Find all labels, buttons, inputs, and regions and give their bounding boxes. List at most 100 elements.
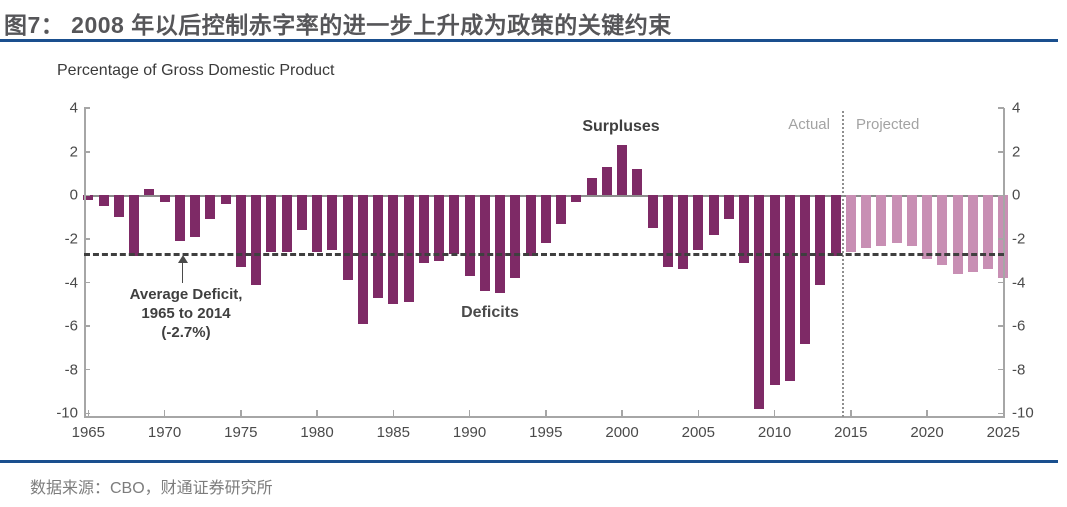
x-tick-mark xyxy=(697,410,700,417)
x-tick-mark xyxy=(773,410,776,417)
y-tick-label: 2 xyxy=(69,143,78,161)
bar-1999 xyxy=(601,167,612,196)
x-tick-label: 1995 xyxy=(529,424,563,441)
bar-1977 xyxy=(266,195,277,253)
source-note: 数据来源：CBO，财通证券研究所 xyxy=(30,480,273,497)
bar-1997 xyxy=(571,195,582,202)
bar-2019 xyxy=(906,195,917,246)
bar-1973 xyxy=(205,195,216,220)
bar-2016 xyxy=(861,195,872,248)
y-tick-mark xyxy=(998,194,1004,197)
x-tick-mark xyxy=(621,410,623,417)
bar-2004 xyxy=(678,195,689,270)
x-tick-label: 2010 xyxy=(757,424,792,441)
bar-2009 xyxy=(754,195,765,409)
bar-2021 xyxy=(937,195,948,266)
y-tick-mark xyxy=(84,107,90,109)
bar-1975 xyxy=(235,195,246,268)
footer-divider xyxy=(0,460,1058,463)
bar-1968 xyxy=(129,195,140,257)
annotation-arrow-line xyxy=(182,262,183,283)
x-tick-mark xyxy=(163,410,166,417)
surpluses-label: Surpluses xyxy=(582,118,660,135)
bar-1986 xyxy=(403,195,414,303)
x-tick-mark xyxy=(1002,410,1005,417)
x-tick-label: 1970 xyxy=(147,424,182,441)
bar-1993 xyxy=(510,195,521,279)
x-axis xyxy=(84,416,1005,418)
bar-1978 xyxy=(281,195,292,253)
actual-label: Actual xyxy=(788,116,830,133)
bar-1969 xyxy=(144,188,155,196)
y-axis-left xyxy=(84,108,86,417)
y-tick-mark xyxy=(84,368,90,371)
bar-1966 xyxy=(98,195,109,207)
y-tick-mark xyxy=(998,107,1004,109)
bar-1981 xyxy=(327,195,338,250)
y-tick-label: 0 xyxy=(69,186,78,204)
bar-2023 xyxy=(967,195,978,272)
bar-2015 xyxy=(845,195,856,253)
y-tick-label: 4 xyxy=(1012,99,1021,117)
bar-1991 xyxy=(479,195,490,292)
y-tick-label: -2 xyxy=(64,230,78,248)
bar-2012 xyxy=(800,195,811,344)
y-tick-mark xyxy=(84,151,90,153)
bar-1989 xyxy=(449,195,460,255)
bar-2005 xyxy=(693,195,704,250)
bar-1984 xyxy=(373,195,384,298)
y-tick-label: -8 xyxy=(64,361,78,379)
x-tick-mark xyxy=(850,410,852,417)
bar-1980 xyxy=(312,195,323,253)
bar-1972 xyxy=(190,195,201,237)
y-tick-mark xyxy=(998,281,1004,284)
x-tick-mark xyxy=(392,410,395,417)
bar-2018 xyxy=(891,195,902,244)
y-tick-mark xyxy=(84,194,90,197)
bar-1976 xyxy=(251,195,262,285)
bar-2014 xyxy=(830,195,841,257)
bar-1970 xyxy=(159,195,170,202)
x-tick-mark xyxy=(926,410,928,417)
y-tick-mark xyxy=(998,412,1004,415)
chart-subtitle: Percentage of Gross Domestic Product xyxy=(57,62,335,79)
bar-2001 xyxy=(632,169,643,196)
bar-2013 xyxy=(815,195,826,285)
y-tick-label: 2 xyxy=(1012,143,1021,161)
bar-1967 xyxy=(113,195,124,218)
y-tick-mark xyxy=(84,281,90,284)
x-tick-label: 1990 xyxy=(452,424,487,441)
x-tick-mark xyxy=(545,410,547,417)
bar-2017 xyxy=(876,195,887,246)
bar-1983 xyxy=(357,195,368,324)
bar-1974 xyxy=(220,195,231,205)
annotation-arrowhead-icon xyxy=(178,255,188,263)
y-tick-label: -6 xyxy=(64,317,78,335)
x-tick-label: 2015 xyxy=(834,424,868,441)
y-tick-mark xyxy=(998,151,1004,153)
bar-2008 xyxy=(739,195,750,263)
bar-1996 xyxy=(556,195,567,224)
x-tick-mark xyxy=(468,410,471,417)
x-tick-mark xyxy=(240,410,242,417)
y-tick-label: -6 xyxy=(1012,317,1026,335)
x-tick-mark xyxy=(87,410,90,417)
actual-projected-separator xyxy=(842,111,845,417)
bar-2011 xyxy=(784,195,795,381)
x-tick-label: 1975 xyxy=(224,424,258,441)
x-tick-label: 1965 xyxy=(71,424,105,441)
x-tick-label: 2025 xyxy=(986,424,1020,441)
y-tick-mark xyxy=(998,325,1004,327)
y-tick-label: -4 xyxy=(64,274,78,292)
bar-2003 xyxy=(662,195,673,268)
annotation-line-2: 1965 to 2014 xyxy=(141,305,231,322)
bar-1987 xyxy=(418,195,429,263)
bar-1995 xyxy=(540,195,551,244)
y-tick-mark xyxy=(84,412,90,415)
bar-1988 xyxy=(434,195,445,261)
y-tick-label: -2 xyxy=(1012,230,1026,248)
bar-2024 xyxy=(983,195,994,270)
figure-title: 图7： 2008 年以后控制赤字率的进一步上升成为政策的关键约束 xyxy=(4,12,672,38)
bar-1979 xyxy=(296,195,307,231)
bar-2020 xyxy=(922,195,933,259)
